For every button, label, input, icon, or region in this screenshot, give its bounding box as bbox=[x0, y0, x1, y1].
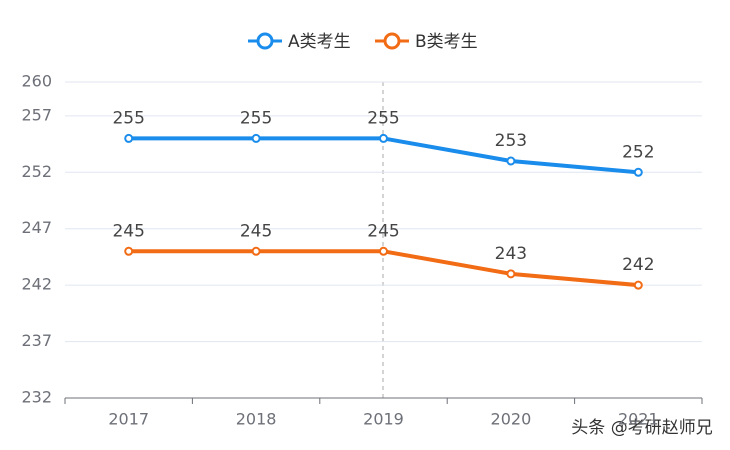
data-label: 245 bbox=[112, 221, 144, 241]
data-label: 243 bbox=[495, 244, 527, 264]
data-label: 255 bbox=[240, 108, 272, 128]
data-label: 242 bbox=[622, 255, 654, 275]
y-tick-label: 237 bbox=[21, 331, 52, 350]
data-point bbox=[506, 269, 516, 279]
data-label: 252 bbox=[622, 142, 654, 162]
legend-label: A类考生 bbox=[288, 32, 351, 52]
y-tick-label: 242 bbox=[21, 275, 52, 294]
data-point bbox=[124, 133, 134, 143]
data-point bbox=[633, 280, 643, 290]
x-tick-label: 2018 bbox=[236, 410, 277, 429]
watermark: 头条 @考研赵师兄 bbox=[571, 418, 712, 438]
y-tick-label: 247 bbox=[21, 218, 52, 237]
data-label: 255 bbox=[367, 108, 399, 128]
data-point bbox=[379, 133, 388, 143]
data-point bbox=[506, 156, 516, 166]
data-point bbox=[379, 246, 388, 256]
data-point bbox=[251, 133, 261, 143]
legend-label: B类考生 bbox=[415, 32, 478, 52]
data-point bbox=[633, 167, 643, 177]
y-tick-label: 252 bbox=[21, 162, 52, 181]
legend-marker bbox=[256, 32, 274, 50]
data-label: 245 bbox=[367, 221, 399, 241]
data-label: 253 bbox=[495, 131, 527, 151]
x-tick-label: 2017 bbox=[108, 410, 149, 429]
x-tick-label: 2021 bbox=[618, 410, 659, 429]
y-tick-label: 257 bbox=[21, 105, 52, 124]
data-label: 255 bbox=[112, 108, 144, 128]
y-tick-label: 260 bbox=[21, 72, 52, 91]
x-tick-label: 2020 bbox=[491, 410, 532, 429]
y-tick-label: 232 bbox=[21, 388, 52, 407]
data-label: 245 bbox=[240, 221, 272, 241]
data-point bbox=[251, 246, 261, 256]
data-point bbox=[124, 246, 134, 256]
x-tick-label: 2019 bbox=[363, 410, 404, 429]
legend-marker bbox=[383, 32, 401, 50]
